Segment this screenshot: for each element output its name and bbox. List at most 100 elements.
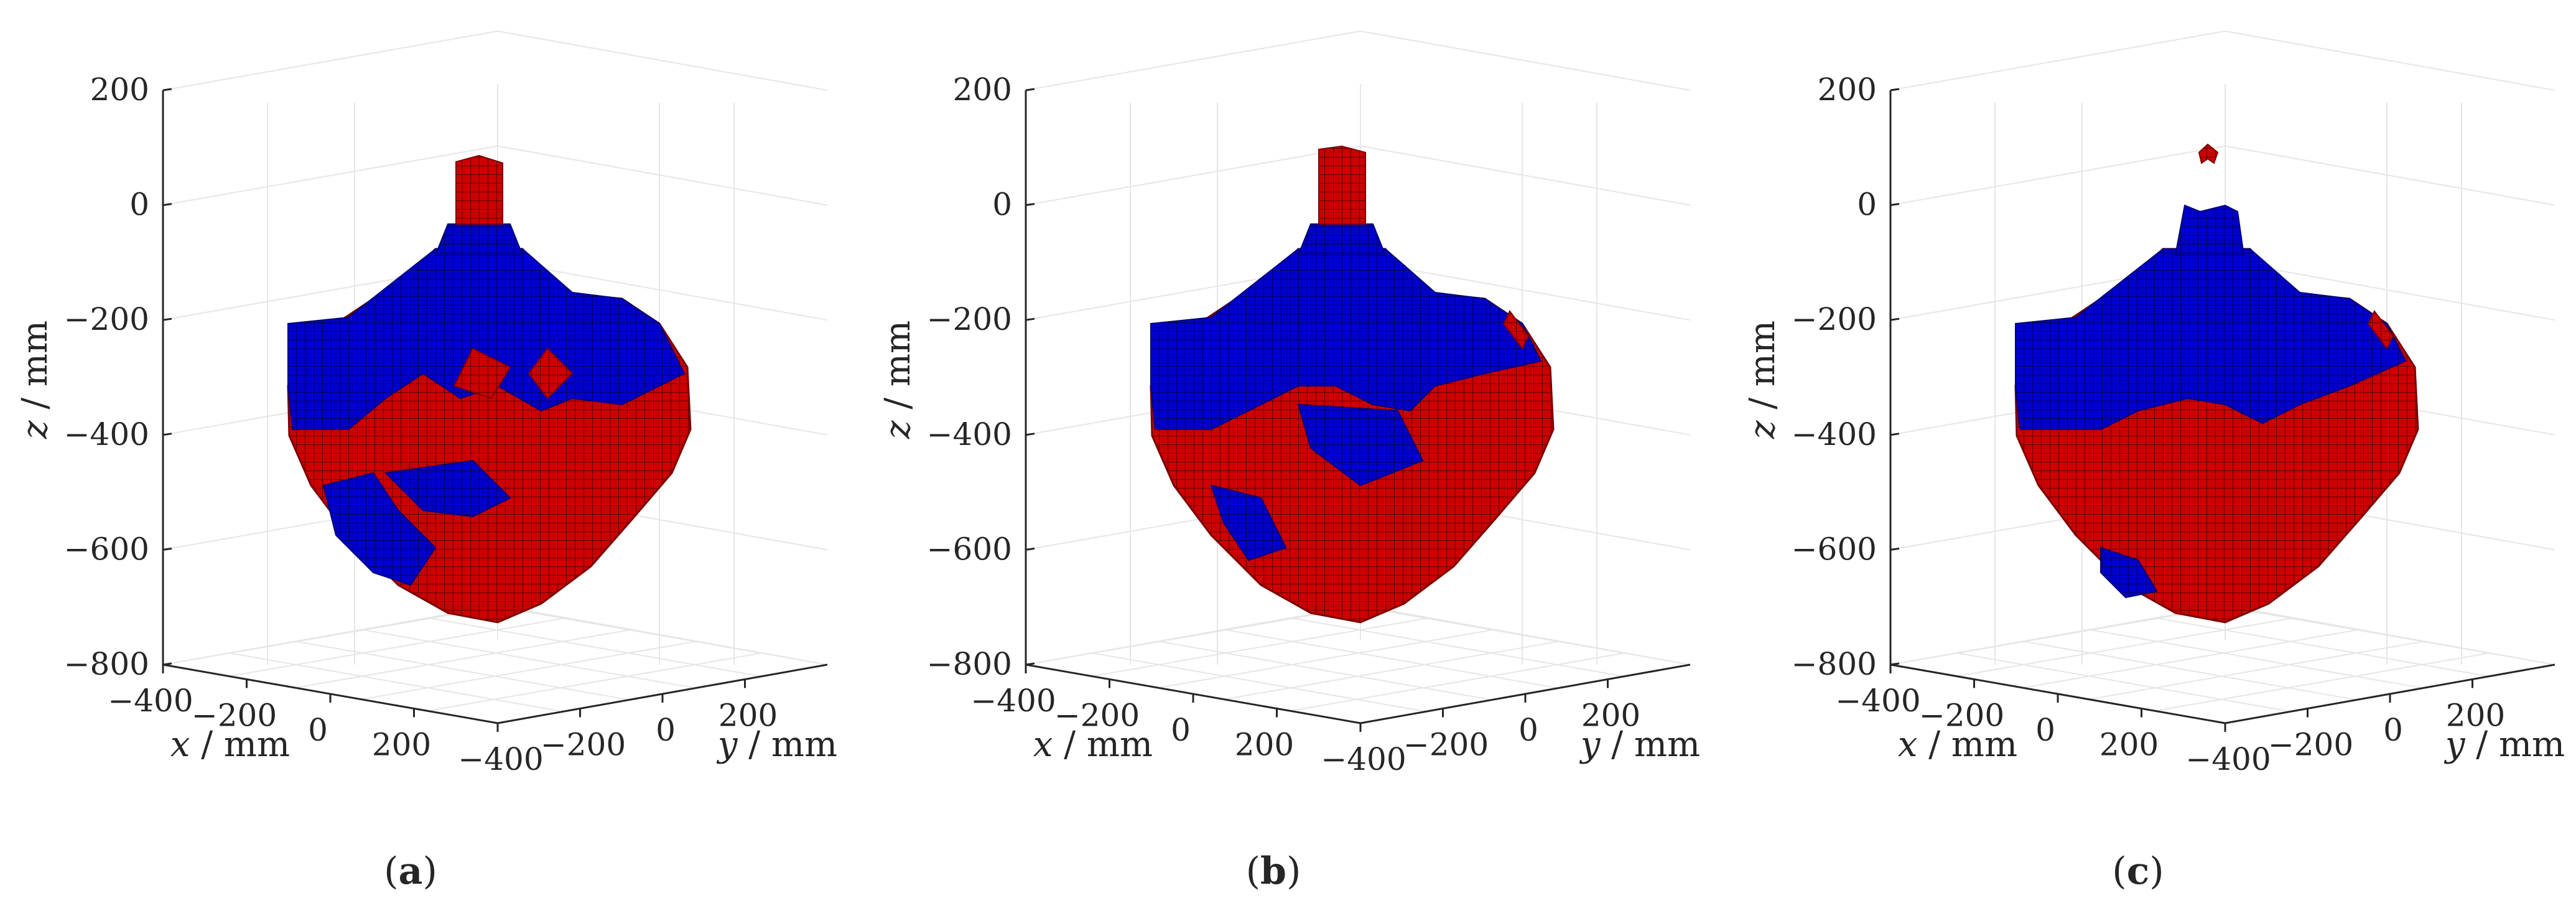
voxel-neck-blue xyxy=(434,223,524,256)
z-tick xyxy=(1025,88,1035,91)
z-tick xyxy=(162,433,172,436)
grid-line xyxy=(2024,640,2355,700)
y-tick-label: 0 xyxy=(1518,712,1538,748)
voxel-region-blue xyxy=(1297,403,1424,487)
grid-line xyxy=(1289,652,1625,712)
y-tick-label: −400 xyxy=(2185,741,2271,777)
grid-line xyxy=(497,145,828,206)
grid-line xyxy=(497,260,828,321)
x-axis-label: x / mm xyxy=(1033,724,1153,765)
y-tick-label: −200 xyxy=(2268,727,2353,763)
x-tick-label: −200 xyxy=(1919,698,2004,734)
voxel-region-blue xyxy=(1150,248,1542,430)
grid-line xyxy=(1360,145,1691,206)
x-tick-label: −400 xyxy=(108,683,193,719)
y-tick-label: 0 xyxy=(656,712,676,748)
z-tick-label: −800 xyxy=(1792,646,1877,682)
z-axis-label: z / mm xyxy=(1742,321,1783,439)
grid-line xyxy=(228,617,564,677)
grid-line xyxy=(1360,606,1691,665)
panel-caption: (b) xyxy=(1246,849,1301,893)
y-tick-label: −200 xyxy=(541,727,626,763)
grid-line xyxy=(230,652,560,712)
z-tick xyxy=(162,317,172,321)
grid-line xyxy=(2225,260,2555,321)
x-tick-label: 200 xyxy=(1235,727,1294,763)
grid-line xyxy=(1091,617,1427,677)
y-axis-label: y / mm xyxy=(1579,724,1700,765)
x-axis-label: x / mm xyxy=(1898,724,2017,765)
y-tick-label: 0 xyxy=(2383,712,2403,748)
z-tick-label: 0 xyxy=(992,187,1012,223)
z-tick xyxy=(1890,662,1900,666)
grid-line xyxy=(162,606,498,665)
z-tick xyxy=(162,662,172,666)
z-tick xyxy=(1025,662,1035,666)
voxel-region-red xyxy=(453,347,511,400)
voxel-region-red xyxy=(2367,310,2394,350)
grid-line xyxy=(2225,606,2555,665)
z-tick-label: 0 xyxy=(129,187,149,223)
grid-line xyxy=(1956,617,2292,677)
voxel-region-blue xyxy=(2100,546,2158,599)
grid-line xyxy=(1890,145,2226,206)
y-axis-label: y / mm xyxy=(716,724,837,765)
z-tick-label: −200 xyxy=(927,301,1012,337)
z-tick-label: −600 xyxy=(927,531,1012,567)
voxel-neck-red xyxy=(2198,143,2219,164)
y-tick-label: −400 xyxy=(458,741,543,777)
grid-line xyxy=(363,629,694,689)
x-tick-label: −200 xyxy=(1054,698,1140,734)
z-tick-label: −400 xyxy=(927,416,1012,452)
z-tick xyxy=(1890,317,1900,321)
z-tick xyxy=(1025,317,1035,321)
z-tick xyxy=(1890,88,1900,91)
z-tick xyxy=(162,547,172,551)
x-tick-label: 200 xyxy=(2099,727,2159,763)
x-tick-label: −400 xyxy=(1835,683,1920,719)
z-tick-label: −800 xyxy=(927,646,1012,682)
x-tick-label: 0 xyxy=(2035,712,2055,748)
grid-line xyxy=(2225,30,2555,91)
voxel-region-blue xyxy=(2015,248,2407,430)
z-tick-label: −400 xyxy=(64,416,149,452)
x-tick-label: −400 xyxy=(970,683,1056,719)
z-tick-label: −400 xyxy=(1792,416,1877,452)
grid-line xyxy=(497,606,828,665)
grid-line xyxy=(1890,30,2226,91)
z-axis-label: z / mm xyxy=(15,321,55,439)
grid-line xyxy=(1360,30,1691,91)
z-tick xyxy=(162,203,172,207)
y-tick-label: 200 xyxy=(718,698,778,734)
grid-line xyxy=(1890,606,2226,665)
voxel-neck-blue xyxy=(1297,223,1387,256)
z-tick-label: −800 xyxy=(64,646,149,682)
x-tick-label: 0 xyxy=(1171,712,1191,748)
z-tick xyxy=(1025,433,1035,436)
z-tick-label: 200 xyxy=(90,72,149,108)
voxel-region-blue xyxy=(322,472,437,586)
y-tick-label: −400 xyxy=(1321,741,1406,777)
z-tick-label: −600 xyxy=(1792,531,1877,567)
x-axis-label: x / mm xyxy=(170,724,290,765)
grid-line xyxy=(1226,629,1556,689)
z-tick xyxy=(1890,547,1900,551)
grid-line xyxy=(2091,629,2421,689)
z-tick xyxy=(1890,433,1900,436)
x-tick-label: 200 xyxy=(372,727,431,763)
voxel-region-blue xyxy=(287,248,686,430)
grid-line xyxy=(1360,260,1691,321)
y-tick-label: −200 xyxy=(1403,727,1489,763)
grid-line xyxy=(294,629,630,689)
panel-caption: (a) xyxy=(384,849,437,893)
y-axis-label: y / mm xyxy=(2443,724,2565,765)
grid-line xyxy=(1025,606,1361,665)
grid-line xyxy=(1025,30,1361,91)
voxel-region-red xyxy=(1502,310,1530,350)
z-tick-label: −200 xyxy=(64,301,149,337)
